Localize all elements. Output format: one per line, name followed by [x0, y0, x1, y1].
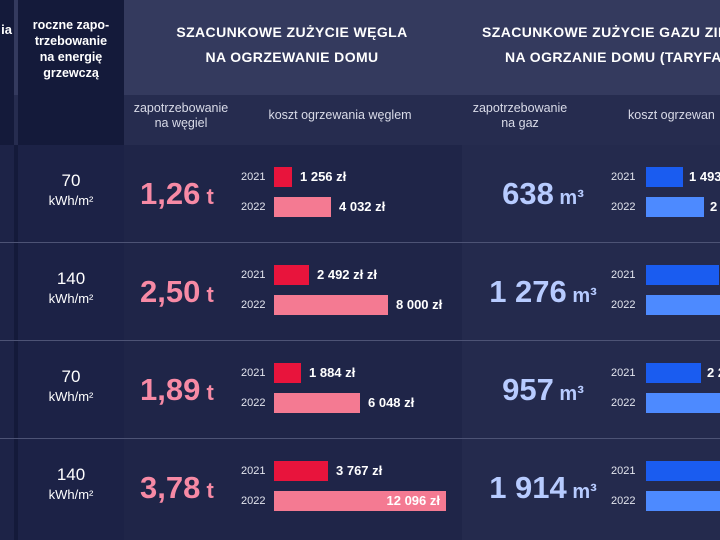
- gas-amount: 1 276 m³: [478, 274, 608, 310]
- gas-bar-2021: [646, 167, 683, 187]
- cut-header-bg: [0, 0, 14, 145]
- coal-amount: 2,50 t: [140, 274, 214, 310]
- coal-bar-2021: [274, 461, 328, 481]
- coal-bar-2022: [274, 393, 360, 413]
- coal-bar-2022: [274, 295, 388, 315]
- gas-amount-value: 1 914: [489, 470, 567, 505]
- gas-cost-subheader: koszt ogrzewan: [628, 108, 715, 122]
- gas-year-2022: 2022: [611, 495, 636, 507]
- gas-bar-2022: [646, 295, 720, 315]
- gas-label-2021: 1 493 zł: [689, 169, 720, 184]
- coal-label-2021: 1 884 zł: [309, 365, 356, 380]
- gas-year-2022: 2022: [611, 299, 636, 311]
- coal-amount: 1,26 t: [140, 176, 214, 212]
- coal-bar-2022: [274, 491, 446, 511]
- coal-amount-unit: t: [200, 478, 214, 503]
- demand-header-bg: [18, 0, 124, 145]
- coal-label-2021: 1 256 zł: [300, 169, 347, 184]
- gas-amount: 1 914 m³: [478, 470, 608, 506]
- coal-amount-unit: t: [200, 282, 214, 307]
- coal-year-2022: 2022: [241, 299, 266, 311]
- gas-bar-2021: [646, 461, 720, 481]
- gas-year-2021: 2021: [611, 465, 636, 477]
- gas-bar-2022: [646, 197, 704, 217]
- coal-bar-2021: [274, 363, 301, 383]
- coal-label-2021: 2 492 zł zł: [317, 267, 377, 282]
- gas-amount-unit: m³: [553, 383, 584, 405]
- demand-unit: kWh/m²: [48, 291, 94, 306]
- gas-bar-2022: [646, 491, 720, 511]
- coal-year-2022: 2022: [241, 495, 266, 507]
- coal-amount-value: 2,50: [140, 274, 201, 309]
- coal-label-2022: 4 032 zł: [339, 199, 386, 214]
- coal-year-2021: 2021: [241, 367, 266, 379]
- gas-bar-2022: [646, 393, 720, 413]
- coal-bar-2021: [274, 265, 309, 285]
- coal-section-title-line2: NA OGRZEWANIE DOMU: [205, 49, 379, 65]
- demand-column-header: roczne zapo- trzebowanie na energię grze…: [32, 18, 110, 80]
- gas-amount-value: 1 276: [489, 274, 567, 309]
- demand-number: 70: [61, 171, 81, 190]
- demand-number: 70: [61, 367, 81, 386]
- coal-section-title-line1: SZACUNKOWE ZUŻYCIE WĘGLA: [176, 24, 408, 40]
- gas-amount-unit: m³: [553, 187, 584, 209]
- coal-bar-2021: [274, 167, 292, 187]
- gas-amount-value: 638: [502, 176, 554, 211]
- row-divider: [0, 242, 720, 243]
- demand-number: 140: [56, 465, 86, 484]
- row-divider: [0, 438, 720, 439]
- coal-year-2022: 2022: [241, 201, 266, 213]
- gas-amount: 957 m³: [478, 372, 608, 408]
- gas-label-2022: 2 361: [710, 199, 720, 214]
- demand-value: 140 kWh/m²: [18, 465, 124, 505]
- demand-unit: kWh/m²: [48, 193, 94, 208]
- coal-label-2022: 6 048 zł: [368, 395, 415, 410]
- demand-unit: kWh/m²: [48, 487, 94, 502]
- gas-year-2021: 2021: [611, 269, 636, 281]
- demand-unit: kWh/m²: [48, 389, 94, 404]
- coal-year-2021: 2021: [241, 465, 266, 477]
- coal-cost-subheader: koszt ogrzewania węglem: [268, 108, 412, 122]
- demand-number: 140: [56, 269, 86, 288]
- coal-year-2021: 2021: [241, 269, 266, 281]
- coal-label-2021: 3 767 zł: [336, 463, 383, 478]
- coal-need-subheader: zapotrzebowanie na węgiel: [133, 101, 229, 130]
- coal-amount-value: 1,26: [140, 176, 201, 211]
- coal-year-2022: 2022: [241, 397, 266, 409]
- demand-value: 70 kWh/m²: [18, 171, 124, 211]
- gas-year-2021: 2021: [611, 367, 636, 379]
- gas-section-title-line2: NA OGRZANIE DOMU (TARYFA: [505, 49, 720, 65]
- gas-need-subheader: zapotrzebowanie na gaz: [472, 101, 568, 130]
- gas-amount-unit: m³: [566, 481, 597, 503]
- row-divider: [0, 340, 720, 341]
- gas-year-2021: 2021: [611, 171, 636, 183]
- coal-amount-unit: t: [200, 184, 214, 209]
- coal-label-2022: 8 000 zł: [396, 297, 443, 312]
- gas-section-title-line1: SZACUNKOWE ZUŻYCIE GAZU ZIE: [482, 24, 720, 40]
- coal-amount-unit: t: [200, 380, 214, 405]
- coal-amount-value: 1,89: [140, 372, 201, 407]
- demand-value: 140 kWh/m²: [18, 269, 124, 309]
- gas-amount-unit: m³: [566, 285, 597, 307]
- coal-amount-value: 3,78: [140, 470, 201, 505]
- coal-amount: 1,89 t: [140, 372, 214, 408]
- coal-label-2022: 12 096 zł: [386, 493, 441, 508]
- gas-year-2022: 2022: [611, 201, 636, 213]
- gas-amount: 638 m³: [478, 176, 608, 212]
- coal-bar-2022: [274, 197, 331, 217]
- coal-year-2021: 2021: [241, 171, 266, 183]
- gas-bar-2021: [646, 265, 719, 285]
- gas-amount-value: 957: [502, 372, 554, 407]
- coal-amount: 3,78 t: [140, 470, 214, 506]
- gas-label-2021: 2 239: [707, 365, 720, 380]
- demand-value: 70 kWh/m²: [18, 367, 124, 407]
- gas-year-2022: 2022: [611, 397, 636, 409]
- gas-bar-2021: [646, 363, 701, 383]
- cut-column-label: ia: [1, 22, 12, 37]
